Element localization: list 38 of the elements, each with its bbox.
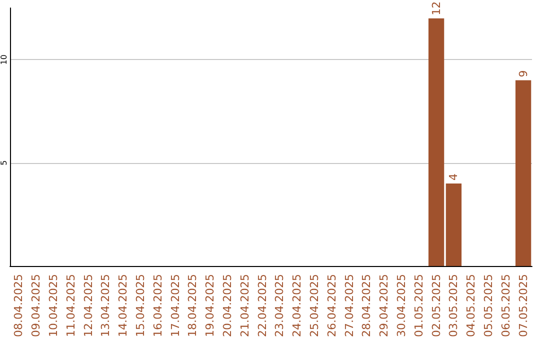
bar <box>428 18 444 266</box>
x-tick-label: 07.05.2025 <box>516 274 530 338</box>
data-label: 12 <box>430 1 443 16</box>
x-tick-label: 27.04.2025 <box>342 274 356 338</box>
x-tick-label: 22.04.2025 <box>256 274 269 338</box>
x-tick-label: 21.04.2025 <box>238 274 252 338</box>
x-tick-label: 03.05.2025 <box>447 274 460 338</box>
x-tick-label: 14.04.2025 <box>116 274 130 338</box>
x-tick-label: 29.04.2025 <box>378 274 391 338</box>
x-tick-label: 20.04.2025 <box>221 274 234 338</box>
x-tick-label: 18.04.2025 <box>186 274 200 338</box>
x-tick-label: 15.04.2025 <box>134 274 147 338</box>
x-tick-label: 24.04.2025 <box>290 274 304 338</box>
x-tick-label: 08.04.2025 <box>12 274 26 338</box>
x-tick-label: 23.04.2025 <box>273 274 286 338</box>
x-tick-label: 11.04.2025 <box>64 274 78 338</box>
x-tick-label: 10.04.2025 <box>47 274 60 338</box>
x-tick-label: 13.04.2025 <box>99 274 112 338</box>
data-label: 4 <box>447 173 460 180</box>
bar <box>515 80 532 266</box>
y-tick-label: 5 <box>0 160 8 166</box>
x-tick-label: 02.05.2025 <box>430 274 443 338</box>
x-tick-label: 25.04.2025 <box>308 274 321 338</box>
x-tick-label: 28.04.2025 <box>360 274 374 338</box>
x-tick-label: 16.04.2025 <box>151 274 164 338</box>
data-label: 9 <box>516 70 530 78</box>
y-tick-label: 10 <box>0 54 8 65</box>
x-tick-label: 09.04.2025 <box>30 274 43 338</box>
x-tick-label: 12.04.2025 <box>82 274 95 338</box>
x-tick-label: 01.05.2025 <box>412 274 426 338</box>
x-tick-label: 26.04.2025 <box>325 274 338 338</box>
x-tick-label: 19.04.2025 <box>204 274 217 338</box>
bar <box>446 183 462 266</box>
x-tick-label: 06.05.2025 <box>499 274 512 338</box>
x-tick-label: 17.04.2025 <box>168 274 182 338</box>
x-tick-label: 30.04.2025 <box>395 274 408 338</box>
x-tick-label: 04.05.2025 <box>464 274 478 338</box>
x-tick-label: 05.05.2025 <box>482 274 495 338</box>
